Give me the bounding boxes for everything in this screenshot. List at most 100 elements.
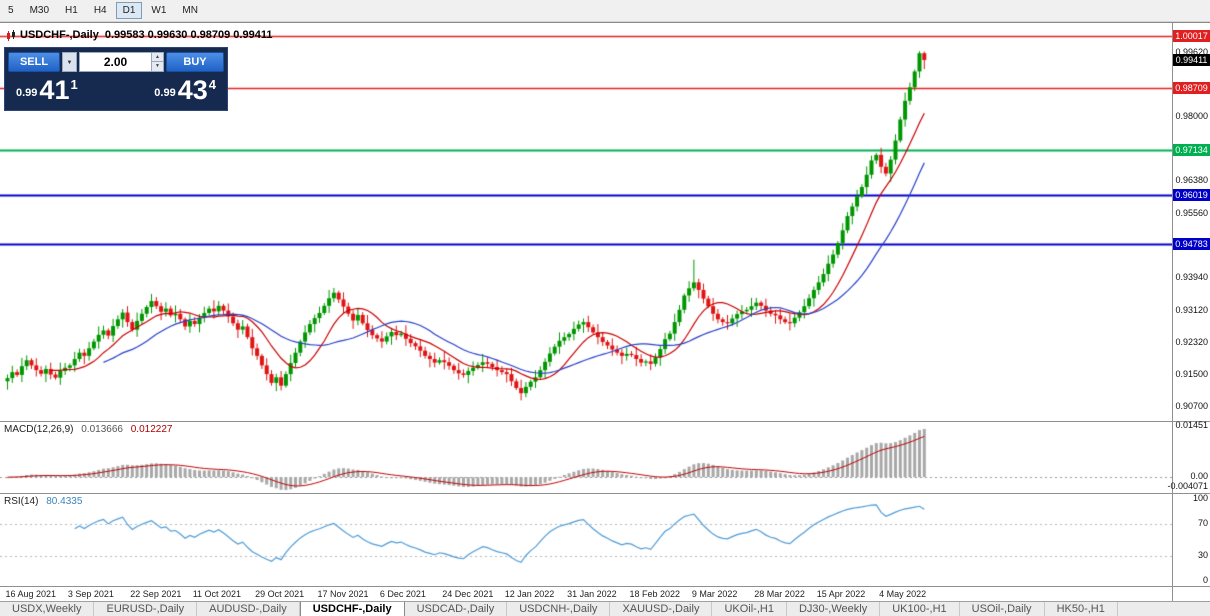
price-level-label: 1.00017 <box>1173 29 1210 42</box>
rsi-value: 80.4335 <box>46 496 83 507</box>
price-level-label: 0.98709 <box>1173 81 1210 94</box>
macd-value-signal: 0.012227 <box>130 424 173 435</box>
buy-price-prefix: 0.99 <box>154 87 176 99</box>
timeframe-button-d1[interactable]: D1 <box>115 2 143 19</box>
date-label: 4 May 2022 <box>879 589 927 599</box>
tab-usdchf-daily[interactable]: USDCHF-,Daily <box>299 602 405 616</box>
timeframe-button-5[interactable]: 5 <box>8 5 14 16</box>
macd-axis-label: -0.004071 <box>1167 481 1208 491</box>
tab-usdcad-daily[interactable]: USDCAD-,Daily <box>405 602 508 616</box>
sell-price-pip-digit: 1 <box>70 77 78 92</box>
pane-separator <box>1173 493 1210 494</box>
price-axis-tick: 0.92320 <box>1175 336 1208 347</box>
date-label: 15 Apr 2022 <box>816 589 866 599</box>
date-label: 6 Dec 2021 <box>379 589 426 599</box>
macd-name: MACD(12,26,9) <box>4 424 74 435</box>
date-label: 18 Feb 2022 <box>629 589 681 599</box>
date-label: 22 Sep 2021 <box>130 589 182 599</box>
time-axis[interactable]: 16 Aug 2021 3 Sep 2021 22 Sep 2021 11 Oct 2… <box>0 586 1172 602</box>
one-click-trading-panel: SELL ▼ ▲ ▼ BUY 0.99411 <box>4 47 228 111</box>
date-label: 29 Oct 2021 <box>255 589 305 599</box>
sell-price[interactable]: 0.99411 <box>16 75 78 105</box>
timeframe-button-m30[interactable]: M30 <box>29 5 50 16</box>
date-label: 24 Dec 2021 <box>442 589 494 599</box>
date-label: 16 Aug 2021 <box>5 589 57 599</box>
sell-button[interactable]: SELL <box>8 52 60 72</box>
date-label: 12 Jan 2022 <box>504 589 555 599</box>
tab-usoil-daily[interactable]: USOil-,Daily <box>960 602 1045 616</box>
date-label: 28 Mar 2022 <box>754 589 805 599</box>
tab-eurusd-daily[interactable]: EURUSD-,Daily <box>94 602 198 616</box>
volume-decrease-button[interactable]: ▼ <box>151 62 163 71</box>
trade-panel-controls: SELL ▼ ▲ ▼ BUY <box>8 51 224 73</box>
price-level-label: 0.97134 <box>1173 144 1210 157</box>
volume-dropdown-button[interactable]: ▼ <box>62 52 77 72</box>
buy-price-big-digits: 43 <box>177 75 208 105</box>
current-price-label: 0.99411 <box>1173 53 1210 66</box>
rsi-axis-label: 30 <box>1197 550 1208 561</box>
macd-value-main: 0.013666 <box>81 424 123 435</box>
price-axis-tick: 0.93940 <box>1175 272 1208 283</box>
buy-price[interactable]: 0.99434 <box>154 75 216 105</box>
timeframe-button-h1[interactable]: H1 <box>65 5 78 16</box>
price-axis-tick: 0.91500 <box>1175 369 1208 380</box>
tab-audusd-daily[interactable]: AUDUSD-,Daily <box>197 602 300 616</box>
tab-dj30-weekly[interactable]: DJ30-,Weekly <box>787 602 881 616</box>
date-label: 31 Jan 2022 <box>567 589 617 599</box>
tab-ukoil-h1[interactable]: UKOil-,H1 <box>712 602 787 616</box>
price-axis-tick: 0.96380 <box>1175 175 1208 186</box>
macd-pane[interactable]: MACD(12,26,9) 0.013666 0.012227 <box>0 421 1172 493</box>
volume-spinner: ▲ ▼ <box>151 53 163 71</box>
macd-label: MACD(12,26,9) 0.013666 0.012227 <box>4 424 172 435</box>
volume-field: ▲ ▼ <box>79 52 164 72</box>
date-label: 9 Mar 2022 <box>691 589 738 599</box>
price-level-label: 0.94783 <box>1173 237 1210 250</box>
tab-xauusd-daily[interactable]: XAUUSD-,Daily <box>610 602 713 616</box>
timeframe-toolbar: 5 M30 H1 H4 D1 W1 MN <box>0 0 1210 22</box>
pane-separator <box>1173 586 1210 587</box>
price-axis[interactable]: 0.996200.980000.971800.963800.955600.939… <box>1167 23 1210 602</box>
rsi-axis-label: 0 <box>1202 575 1208 585</box>
price-axis-tick: 0.99620 <box>1175 46 1208 57</box>
rsi-axis-label: 100 <box>1192 493 1208 503</box>
rsi-axis-label: 70 <box>1197 517 1208 528</box>
rsi-pane[interactable]: RSI(14) 80.4335 <box>0 493 1172 586</box>
tab-usdx-weekly[interactable]: USDX,Weekly <box>0 602 95 616</box>
date-label: 17 Nov 2021 <box>317 589 369 599</box>
pane-separator <box>1173 421 1210 422</box>
sell-price-prefix: 0.99 <box>16 87 38 99</box>
main-price-pane[interactable]: USDCHF-,Daily 0.99583 0.99630 0.98709 0.… <box>0 23 1172 421</box>
chart-icon <box>6 29 16 41</box>
rsi-label: RSI(14) 80.4335 <box>4 496 82 507</box>
chart-title: USDCHF-,Daily 0.99583 0.99630 0.98709 0.… <box>6 29 272 41</box>
volume-increase-button[interactable]: ▲ <box>151 53 163 62</box>
price-axis-tick: 0.95560 <box>1175 207 1208 218</box>
timeframe-button-h4[interactable]: H4 <box>93 5 107 16</box>
price-axis-tick: 0.90700 <box>1175 400 1208 411</box>
date-label: 3 Sep 2021 <box>67 589 114 599</box>
buy-button[interactable]: BUY <box>166 52 224 72</box>
chart-window: USDCHF-,Daily 0.99583 0.99630 0.98709 0.… <box>0 22 1210 602</box>
timeframe-button-w1[interactable]: W1 <box>151 5 167 16</box>
trade-panel-prices: 0.99411 0.99434 <box>8 73 224 105</box>
price-axis-tick: 0.98000 <box>1175 110 1208 121</box>
sell-price-big-digits: 41 <box>39 75 70 105</box>
tab-uk100-h1[interactable]: UK100-,H1 <box>880 602 960 616</box>
macd-axis-label: 0.00 <box>1190 471 1208 482</box>
macd-canvas[interactable] <box>0 422 1172 493</box>
timeframe-button-mn[interactable]: MN <box>182 5 198 16</box>
tab-hk50-h1[interactable]: HK50-,H1 <box>1045 602 1118 616</box>
rsi-name: RSI(14) <box>4 496 39 507</box>
date-label: 11 Oct 2021 <box>192 589 242 599</box>
chart-title-ohlc: 0.99583 0.99630 0.98709 0.99411 <box>104 29 273 41</box>
macd-axis-label: 0.01451 <box>1175 420 1208 431</box>
buy-price-pip-digit: 4 <box>208 77 216 92</box>
chart-tabs: USDX,Weekly EURUSD-,Daily AUDUSD-,Daily USD… <box>0 601 1210 616</box>
rsi-canvas[interactable] <box>0 494 1172 586</box>
chart-title-symbol: USDCHF-,Daily <box>20 29 99 41</box>
tab-usdcnh-daily[interactable]: USDCNH-,Daily <box>507 602 611 616</box>
price-level-label: 0.96019 <box>1173 188 1210 201</box>
price-axis-tick: 0.93120 <box>1175 304 1208 315</box>
volume-input[interactable] <box>80 53 151 71</box>
